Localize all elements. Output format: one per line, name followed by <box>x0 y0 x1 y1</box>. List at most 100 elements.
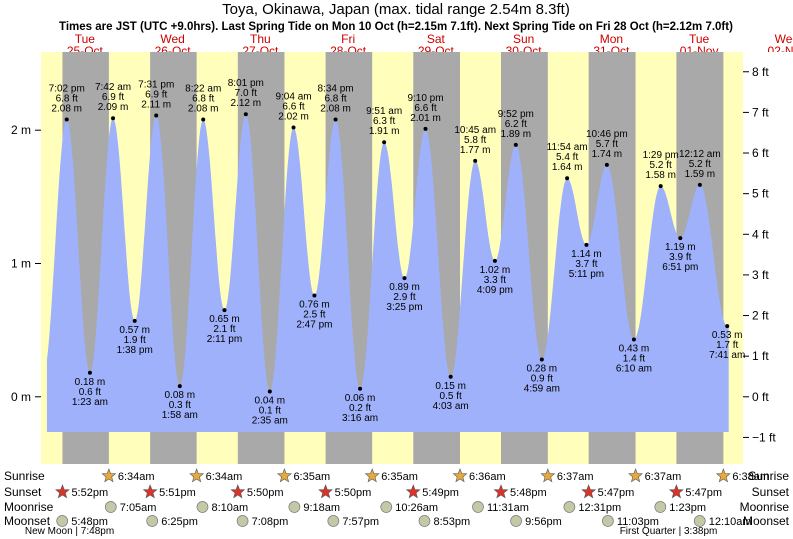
sunrise-time: 6:38am <box>732 471 769 483</box>
tide-label-line: 2.08 m <box>51 104 82 115</box>
sunrise-icon <box>101 468 117 483</box>
tide-label-line: 3:25 pm <box>386 302 422 313</box>
tide-label-line: 0.15 m <box>435 381 466 392</box>
tide-label-line: 6.9 ft <box>102 92 124 103</box>
astro-row-label-right: Sunrise <box>748 469 789 483</box>
tide-label-line: 9:52 pm <box>498 109 534 120</box>
day-header-dow: Tue <box>75 32 96 46</box>
tide-point <box>64 117 69 122</box>
tide-label-line: 6.8 ft <box>192 94 214 105</box>
y-tick-label-ft: 8 ft <box>752 65 769 79</box>
sunrise-time: 6:35am <box>293 471 330 483</box>
sunset-time: 5:50pm <box>247 487 284 499</box>
tide-data-labels: 7:02 pm6.8 ft2.08 m0.18 m0.6 ft1:23 am7:… <box>49 78 746 426</box>
tide-label-line: 2:35 am <box>252 415 288 426</box>
day-header-dow: Sat <box>427 32 446 46</box>
y-tick-label-m: 2 m <box>11 123 31 137</box>
tide-point <box>678 236 683 241</box>
tide-label-line: 1.91 m <box>369 126 400 137</box>
y-axes: 0 m 1 m 2 m −1 ft 0 ft 1 ft 2 ft 3 ft 4 ft 5 ft 6 … <box>11 65 776 445</box>
tide-label-line: 1:23 am <box>72 397 108 408</box>
tide-label-line: 6.3 ft <box>373 116 395 127</box>
tide-label-line: 1:38 pm <box>117 345 153 356</box>
moonset-icon <box>418 515 431 527</box>
tide-label-line: 1:29 pm <box>643 150 679 161</box>
astro-row-label-left: Sunrise <box>4 469 45 483</box>
tide-label-line: 7.0 ft <box>235 88 257 99</box>
sunrise-icon <box>628 468 644 483</box>
sunrise-time: 6:35am <box>381 471 418 483</box>
tide-label-line: 0.2 ft <box>349 403 371 414</box>
sunrise-icon <box>540 468 556 483</box>
tide-point <box>201 117 206 122</box>
sunset-time: 5:50pm <box>335 487 372 499</box>
astro-row-label-right: Moonset <box>743 514 790 528</box>
tide-label-line: 12:12 am <box>679 149 721 160</box>
tide-point <box>132 318 137 323</box>
tide-label-line: 5.2 ft <box>650 160 672 171</box>
moonrise-icon <box>104 501 117 513</box>
astro-row-label-left: Sunset <box>4 485 42 499</box>
tide-label-line: 10:46 pm <box>586 129 628 140</box>
tide-label-line: 1.64 m <box>552 162 583 173</box>
tide-label-line: 1.89 m <box>501 129 532 140</box>
moonset-icon <box>510 515 522 527</box>
y-tick-label-ft: 7 ft <box>752 105 769 119</box>
tide-label-line: 6.6 ft <box>414 103 436 114</box>
sunset-time: 5:47pm <box>685 487 722 499</box>
sunset-icon <box>142 484 158 499</box>
tide-point <box>539 357 544 362</box>
sunrise-time: 6:36am <box>469 471 506 483</box>
sunrise-icon <box>452 468 468 483</box>
tide-label-line: 1.74 m <box>592 149 623 160</box>
tide-label-line: 1.14 m <box>571 249 602 260</box>
tide-point <box>402 276 407 281</box>
moonset-time: 7:57pm <box>342 516 379 528</box>
moonset-time: 9:56pm <box>525 516 562 528</box>
tide-label-line: 3.3 ft <box>484 275 506 286</box>
sunset-time: 5:47pm <box>598 487 635 499</box>
moonrise-icon <box>654 501 667 513</box>
tide-curve <box>46 114 729 433</box>
sunset-icon <box>318 484 334 499</box>
moonset-time: 8:53pm <box>433 516 470 528</box>
moon-phase-label: New Moon | 7:48pm <box>25 526 114 537</box>
tide-label-line: 5.4 ft <box>556 152 578 163</box>
tide-label-line: 4:03 am <box>433 401 469 412</box>
tide-point <box>333 117 338 122</box>
tide-label-line: 3:16 am <box>342 413 378 424</box>
chart-title: Toya, Okinawa, Japan (max. tidal range 2… <box>222 1 570 18</box>
tide-label-line: 9:10 pm <box>407 93 443 104</box>
tide-label-line: 9:04 am <box>275 92 311 103</box>
tide-label-line: 7:02 pm <box>49 84 85 95</box>
moon-phase-label: First Quarter | 3:38pm <box>620 526 718 537</box>
moonrise-icon <box>288 501 301 513</box>
tide-label-line: 1.58 m <box>645 170 676 181</box>
sunset-icon <box>54 484 70 499</box>
tide-point <box>697 182 702 187</box>
y-tick-label-ft: 0 ft <box>752 390 769 404</box>
y-tick-label-ft: 3 ft <box>752 268 769 282</box>
moonrise-time: 7:05am <box>120 502 157 514</box>
tide-label-line: 5.7 ft <box>596 139 618 150</box>
tide-point <box>473 158 478 163</box>
sunrise-icon <box>715 468 731 483</box>
tide-label-line: 2:11 pm <box>207 334 242 345</box>
moonset-time: 12:10am <box>709 516 752 528</box>
tide-label-line: 5.2 ft <box>689 159 711 170</box>
tide-label-line: 2.11 m <box>141 100 171 111</box>
tide-label-line: 6:10 am <box>616 363 652 374</box>
sunset-time: 5:52pm <box>71 487 108 499</box>
tide-label-line: 7:41 am <box>709 350 745 361</box>
tide-label-line: 3.9 ft <box>669 252 691 263</box>
tide-label-line: 10:45 am <box>454 125 496 136</box>
tide-label-line: 0.43 m <box>619 343 650 354</box>
sunrise-time: 6:37am <box>645 471 682 483</box>
astro-row-label-left: Moonrise <box>4 500 54 514</box>
sunset-icon <box>405 484 421 499</box>
tide-label-line: 0.5 ft <box>440 391 462 402</box>
moonrise-time: 11:31am <box>487 502 529 514</box>
moonset-time: 5:48pm <box>71 516 108 528</box>
tide-label-line: 6.8 ft <box>324 94 346 105</box>
